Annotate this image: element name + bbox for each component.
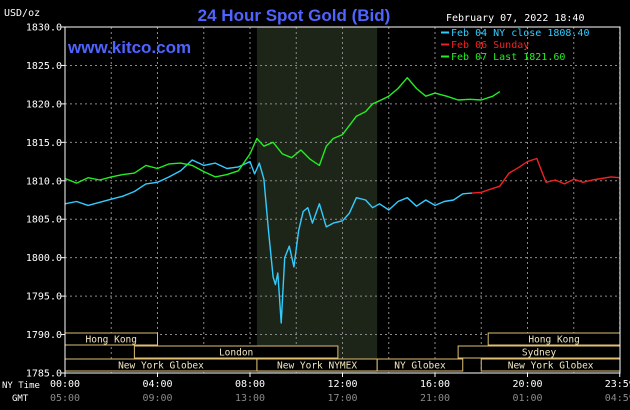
x-tick-label-gmt: 01:00 — [512, 393, 542, 404]
y-tick-label: 1815.0 — [26, 138, 62, 149]
session-label: London — [219, 348, 253, 359]
x-tick-label-gmt: 09:00 — [142, 393, 172, 404]
session-label: Hong Kong — [86, 335, 137, 346]
x-tick-label-ny: 12:00 — [327, 379, 357, 390]
date-label: February 07, 2022 18:40 — [446, 13, 584, 24]
x-tick-label-ny: 04:00 — [142, 379, 172, 390]
x-tick-label-ny: 00:00 — [50, 379, 80, 390]
session-label: New York Globex — [118, 361, 204, 372]
y-tick-label: 1810.0 — [26, 176, 62, 187]
axes: 1830.0 1825.0 1820.0 1815.0 1810.0 1805.0 1800… — [26, 23, 630, 405]
y-tick-label: 1785.0 — [26, 369, 62, 380]
legend-label: Feb 06 Sunday — [451, 40, 529, 51]
x-tick-label-ny: 23:59 — [605, 379, 630, 390]
session-box — [133, 345, 339, 359]
kitco-watermark: www.kitco.com — [67, 38, 191, 57]
gmt-row-label: GMT — [12, 394, 29, 404]
nymex-session-highlight — [256, 27, 378, 373]
session-label: NY Globex — [394, 361, 446, 372]
y-tick-label: 1825.0 — [26, 61, 62, 72]
x-tick-label-gmt: 21:00 — [420, 393, 450, 404]
x-tick-label-ny: 20:00 — [512, 379, 542, 390]
y-axis-unit: USD/oz — [4, 8, 40, 19]
x-tick-label-gmt: 17:00 — [327, 393, 357, 404]
x-tick-label-gmt: 05:00 — [50, 393, 80, 404]
y-tick-label: 1805.0 — [26, 215, 62, 226]
highlight-band — [256, 27, 378, 373]
series-line — [471, 157, 620, 194]
price-series — [64, 76, 620, 324]
series-line — [64, 159, 473, 324]
y-tick-label: 1830.0 — [26, 23, 62, 34]
session-label: New York Globex — [508, 361, 594, 372]
ny-time-row-label: NY Time — [2, 381, 40, 391]
session-box — [376, 358, 464, 372]
legend-label: Feb 04 NY close 1808.40 — [451, 28, 589, 39]
x-tick-label-gmt: 04:59 — [605, 393, 630, 404]
session-label: Sydney — [522, 348, 557, 359]
market-sessions: Hong Kong Hong Kong London Sydney New York G… — [64, 332, 621, 372]
x-tick-label-gmt: 13:00 — [235, 393, 265, 404]
x-tick-label-ny: 16:00 — [420, 379, 450, 390]
y-tick-label: 1820.0 — [26, 99, 62, 110]
legend-label: Feb 07 Last 1821.60 — [451, 52, 565, 63]
y-tick-label: 1790.0 — [26, 330, 62, 341]
session-label: New York NYMEX — [277, 361, 357, 372]
y-tick-label: 1795.0 — [26, 292, 62, 303]
y-tick-label: 1800.0 — [26, 253, 62, 264]
chart-title: 24 Hour Spot Gold (Bid) — [198, 6, 391, 25]
series-line — [64, 76, 501, 184]
session-label: Hong Kong — [528, 335, 579, 346]
x-tick-label-ny: 08:00 — [235, 379, 265, 390]
